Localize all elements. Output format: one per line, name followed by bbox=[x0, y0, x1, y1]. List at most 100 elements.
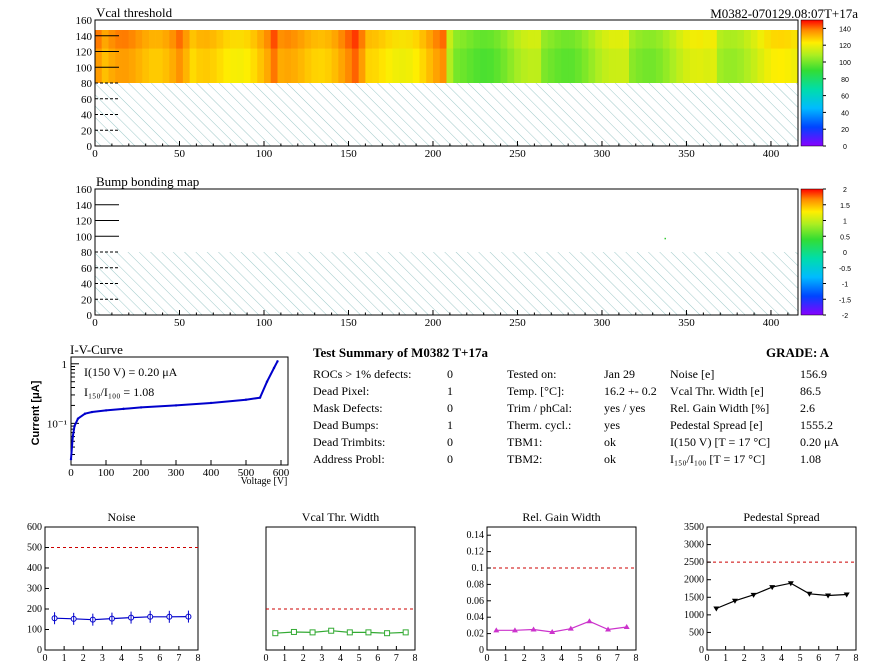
map-1-cell bbox=[162, 30, 170, 83]
panel-2-x-tick-label: 5 bbox=[357, 653, 362, 664]
iv-series-point bbox=[209, 401, 213, 405]
map-1-cell bbox=[635, 30, 644, 83]
map-1-cell bbox=[500, 30, 508, 49]
map-1-cell bbox=[439, 30, 447, 49]
map-1-cell bbox=[432, 30, 441, 49]
map-1-cell bbox=[392, 30, 400, 83]
map-1-cell bbox=[358, 30, 366, 83]
map-1-cell bbox=[196, 30, 204, 49]
map-1-cell bbox=[689, 30, 698, 49]
map-1-cell bbox=[723, 30, 731, 49]
panel-3-y-tick-label: 0 bbox=[479, 645, 484, 656]
map-1-cell bbox=[561, 30, 569, 49]
map-1-cell bbox=[196, 30, 204, 83]
panel-1-x-tick-label: 2 bbox=[81, 653, 86, 664]
map-1-cell bbox=[108, 30, 116, 83]
summary-col3-label: Rel. Gain Width [%] bbox=[670, 401, 770, 415]
map-2-palette-label: -1.5 bbox=[839, 297, 851, 304]
map-1-cell bbox=[176, 30, 184, 83]
panel-3-x-tick-label: 7 bbox=[615, 653, 620, 664]
map-1-cell bbox=[243, 30, 251, 49]
summary-col1-value: 1 bbox=[447, 418, 453, 432]
panel-4-y-tick-label: 2500 bbox=[684, 557, 704, 568]
panel-1-x-tick-label: 7 bbox=[176, 653, 181, 664]
panel-3-x-tick-label: 8 bbox=[634, 653, 639, 664]
map-1-cell bbox=[250, 30, 258, 83]
map-1-cell bbox=[95, 30, 103, 83]
map-1-palette-label: 100 bbox=[839, 60, 851, 67]
map-1-y-tick-label: 20 bbox=[81, 125, 93, 137]
map-1-palette bbox=[800, 19, 824, 147]
panel-1-x-tick-label: 8 bbox=[196, 653, 201, 664]
panel-4-point bbox=[750, 592, 757, 598]
map-2-x-tick-label: 50 bbox=[174, 317, 186, 329]
panel-4-y-tick-label: 500 bbox=[689, 627, 704, 638]
iv-series-point bbox=[83, 412, 87, 415]
map-2-palette-label: -0.5 bbox=[839, 266, 851, 273]
map-1-cell bbox=[385, 30, 393, 49]
map-1-x-tick-label: 100 bbox=[256, 148, 273, 160]
panel-1-x-tick-label: 0 bbox=[43, 653, 48, 664]
map-1-cell bbox=[149, 30, 157, 83]
map-1-cell bbox=[257, 30, 265, 83]
iv-series-point bbox=[69, 458, 73, 461]
map-1-cell bbox=[304, 30, 312, 83]
map-1-cell bbox=[189, 30, 197, 49]
map-1-cell bbox=[601, 30, 610, 49]
map-1-cell bbox=[324, 30, 333, 83]
map-1-cell bbox=[263, 30, 272, 49]
map-1-cell bbox=[142, 30, 150, 83]
map-1-cell bbox=[439, 30, 447, 83]
map-1-cell bbox=[135, 30, 143, 49]
map-1-cell bbox=[608, 30, 616, 49]
map-1-cell bbox=[791, 30, 799, 83]
map-1-y-tick-label: 60 bbox=[81, 94, 93, 106]
panel-2-point bbox=[365, 629, 372, 636]
panel-4-x-tick-label: 5 bbox=[798, 653, 803, 664]
map-1-cell bbox=[162, 30, 170, 49]
map-1-cell bbox=[791, 30, 799, 49]
map-1-cell bbox=[541, 30, 549, 83]
map-1-cell bbox=[378, 30, 387, 49]
panel-4-series-line bbox=[716, 582, 847, 610]
map-1-cell bbox=[101, 30, 110, 49]
map-1-cell bbox=[662, 30, 671, 49]
map-2-x-tick-label: 400 bbox=[763, 317, 780, 329]
map-1-cell bbox=[574, 30, 583, 83]
iv-series-point bbox=[272, 366, 276, 370]
map-1-cell bbox=[703, 30, 711, 49]
map-1-cell bbox=[230, 30, 238, 49]
iv-series-point bbox=[122, 407, 125, 411]
map-1-cell bbox=[547, 30, 556, 83]
map-1-cell bbox=[216, 30, 224, 49]
iv-x-tick-label: 600 bbox=[273, 467, 290, 479]
panel-2-x-tick-label: 4 bbox=[338, 653, 343, 664]
iv-x-tick-label: 0 bbox=[68, 467, 74, 479]
map-1-cell bbox=[520, 30, 529, 49]
panel-1-x-tick-label: 4 bbox=[119, 653, 124, 664]
map-1-cell bbox=[527, 30, 535, 83]
panel-3-point bbox=[493, 627, 500, 633]
map-2-y-tick-label: 60 bbox=[81, 263, 93, 275]
map-1-cell bbox=[642, 30, 650, 83]
map-1-cell bbox=[149, 30, 157, 49]
summary-col1-label: Dead Pixel: bbox=[313, 384, 370, 398]
panel-4-y-tick-label: 1000 bbox=[684, 610, 704, 621]
map-1-cell bbox=[514, 30, 522, 49]
panel-3-point bbox=[586, 618, 593, 624]
panel-2-x-tick-label: 8 bbox=[413, 653, 418, 664]
map-1-cell bbox=[338, 30, 346, 49]
map-1-cell bbox=[493, 30, 502, 83]
map-1-cell bbox=[182, 30, 191, 83]
map-1-cell bbox=[291, 30, 299, 83]
map-2-palette-label: 1 bbox=[843, 219, 847, 226]
map-1-cell bbox=[318, 30, 326, 83]
panel-2-x-tick-label: 7 bbox=[394, 653, 399, 664]
panel-2-x-tick-label: 6 bbox=[375, 653, 380, 664]
map-1-cell bbox=[405, 30, 414, 49]
map-1-cell bbox=[304, 30, 312, 49]
panel-2-point bbox=[290, 628, 297, 635]
panel-3-x-tick-label: 3 bbox=[540, 653, 545, 664]
map-1-cell bbox=[669, 30, 677, 49]
panel-1-y-tick-label: 500 bbox=[27, 543, 42, 554]
